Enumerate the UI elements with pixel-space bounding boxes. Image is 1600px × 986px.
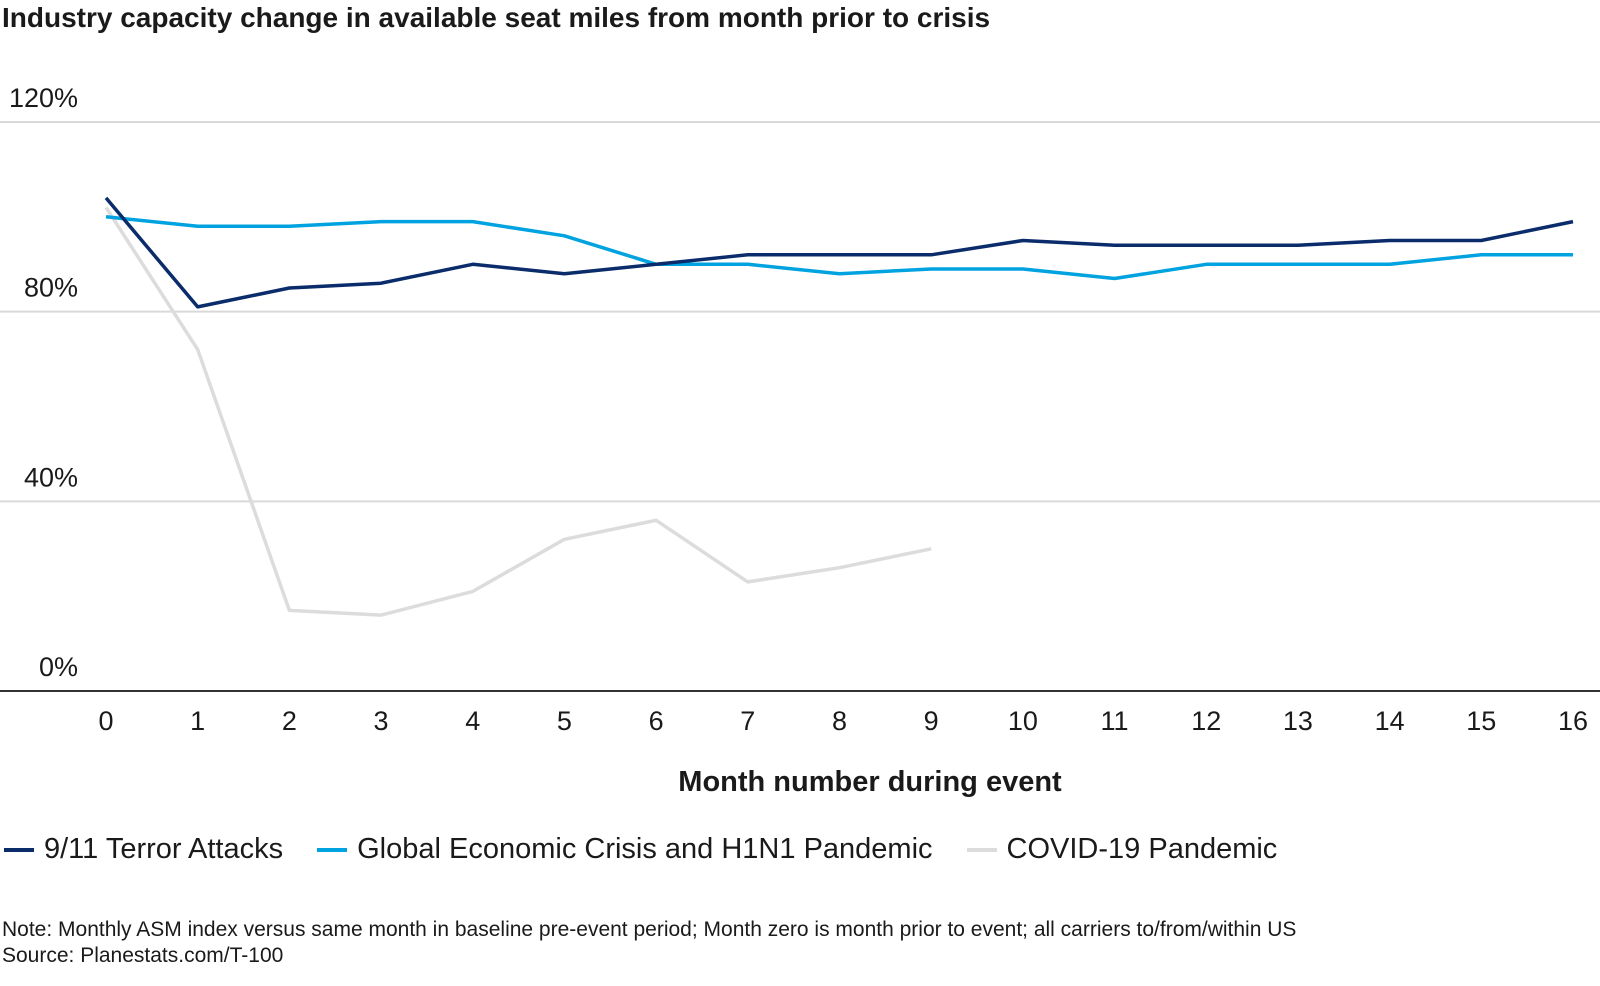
- footnotes: Note: Monthly ASM index versus same mont…: [2, 917, 1296, 969]
- tick-labels: 0%40%80%120%0 1 2 3 4 5 6 7 8 9 10 11 12 13 14 15 16: [9, 83, 1588, 736]
- source-text: Source: Planestats.com/T-100: [2, 944, 284, 967]
- x-axis-title: Month number during event: [678, 766, 1062, 798]
- legend-label: 9/11 Terror Attacks: [44, 833, 284, 865]
- legend-label: COVID-19 Pandemic: [1006, 833, 1278, 865]
- legend-swatch: [966, 847, 997, 852]
- line-chart: 0%40%80%120%0 1 2 3 4 5 6 7 8 9 10 11 12 13 14 15 16 Mon…: [0, 83, 1600, 798]
- chart-title: Industry capacity change in available se…: [2, 2, 991, 33]
- x-tick-label: 15: [1466, 706, 1496, 736]
- legend: 9/11 Terror Attacks Global Economic Crisi…: [4, 833, 1311, 866]
- x-tick-label: 1: [190, 706, 205, 736]
- x-tick-label: 6: [649, 706, 664, 736]
- x-tick-label: 7: [740, 706, 755, 736]
- x-tick-label: 12: [1191, 706, 1221, 736]
- legend-swatch: [4, 847, 34, 852]
- x-tick-label: 4: [465, 706, 480, 736]
- note-text: Note: Monthly ASM index versus same mont…: [2, 918, 1297, 941]
- legend-item: COVID-19 Pandemic: [966, 833, 1278, 866]
- y-tick-label: 80%: [24, 273, 78, 303]
- x-tick-label: 5: [557, 706, 572, 736]
- series-line-0: [104, 196, 1574, 309]
- legend-label: Global Economic Crisis and H1N1 Pandemic: [357, 833, 933, 865]
- x-tick-label: 3: [374, 706, 389, 736]
- legend-item: 9/11 Terror Attacks: [4, 833, 283, 866]
- series-line-2: [104, 206, 932, 617]
- y-tick-label: 120%: [9, 83, 78, 113]
- x-tick-label: 10: [1008, 706, 1038, 736]
- x-tick-label: 14: [1375, 706, 1405, 736]
- x-tick-label: 11: [1101, 706, 1129, 736]
- x-tick-label: 2: [282, 706, 297, 736]
- x-tick-label: 8: [832, 706, 847, 736]
- series-line-1: [105, 215, 1573, 281]
- legend-swatch: [317, 847, 348, 852]
- y-tick-label: 0%: [39, 652, 78, 682]
- y-tick-label: 40%: [24, 462, 78, 492]
- legend-item: Global Economic Crisis and H1N1 Pandemic: [317, 833, 933, 866]
- series-lines: [104, 196, 1574, 617]
- x-tick-label: 0: [98, 706, 113, 736]
- gridlines: [0, 121, 1600, 503]
- x-tick-label: 16: [1558, 706, 1588, 736]
- x-tick-label: 13: [1283, 706, 1313, 736]
- x-tick-label: 9: [924, 706, 939, 736]
